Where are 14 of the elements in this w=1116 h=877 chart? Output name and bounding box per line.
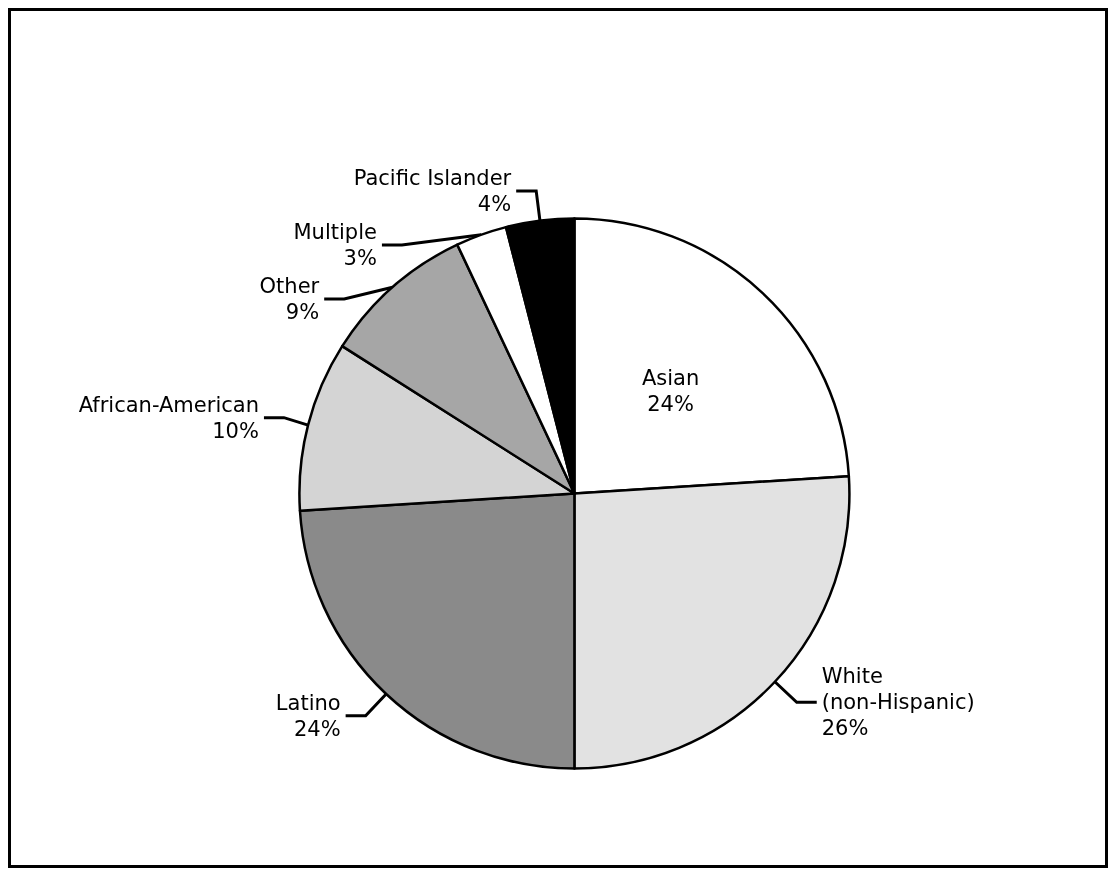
slice-label: Asian: [641, 366, 700, 391]
data-label: 9%: [285, 299, 320, 324]
data-label: 26%: [821, 716, 869, 741]
slice-label: Pacific Islander: [353, 165, 512, 190]
data-label: 10%: [212, 418, 259, 443]
slice-label: Latino: [275, 690, 341, 715]
data-label: 3%: [343, 245, 377, 270]
data-label: 24%: [647, 392, 694, 417]
slice-label: Multiple: [293, 219, 377, 244]
slice-label: Other: [259, 273, 320, 298]
slice-label: African-American: [78, 392, 259, 417]
data-label: 4%: [477, 191, 512, 216]
slice-label: White (non-Hispanic): [821, 664, 975, 715]
data-label: 24%: [293, 716, 341, 741]
